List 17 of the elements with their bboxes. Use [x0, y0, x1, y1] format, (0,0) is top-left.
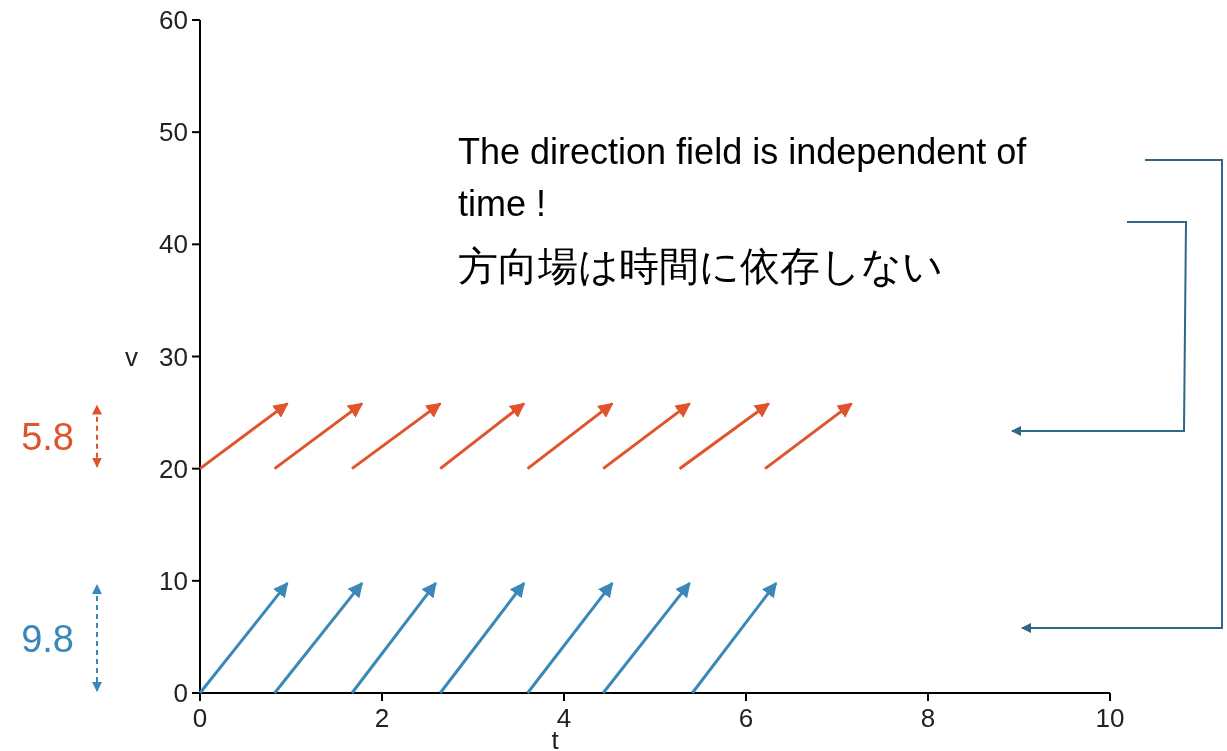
y-tick-label: 60: [159, 5, 188, 35]
y-tick-label: 30: [159, 341, 188, 372]
y-tick-label: 50: [159, 117, 188, 148]
y-tick-label: 20: [159, 453, 188, 484]
x-tick-label: 0: [192, 703, 208, 733]
y-axis-title: v: [125, 341, 138, 372]
x-tick-label: 2: [374, 703, 390, 733]
text: 5.8: [21, 416, 74, 459]
annotation: 方向場は時間に依存しない: [458, 243, 943, 290]
y-tick-label: 0: [173, 678, 188, 708]
x-tick-label: 10: [1095, 703, 1125, 733]
y-tick-label: 10: [159, 565, 188, 596]
annotation: The direction field is independent of time !: [458, 130, 1028, 226]
x-tick-label: 8: [920, 703, 936, 733]
x-tick-label: 6: [738, 703, 754, 733]
y-tick-label: 40: [159, 229, 188, 260]
text: 9.8: [21, 618, 74, 661]
